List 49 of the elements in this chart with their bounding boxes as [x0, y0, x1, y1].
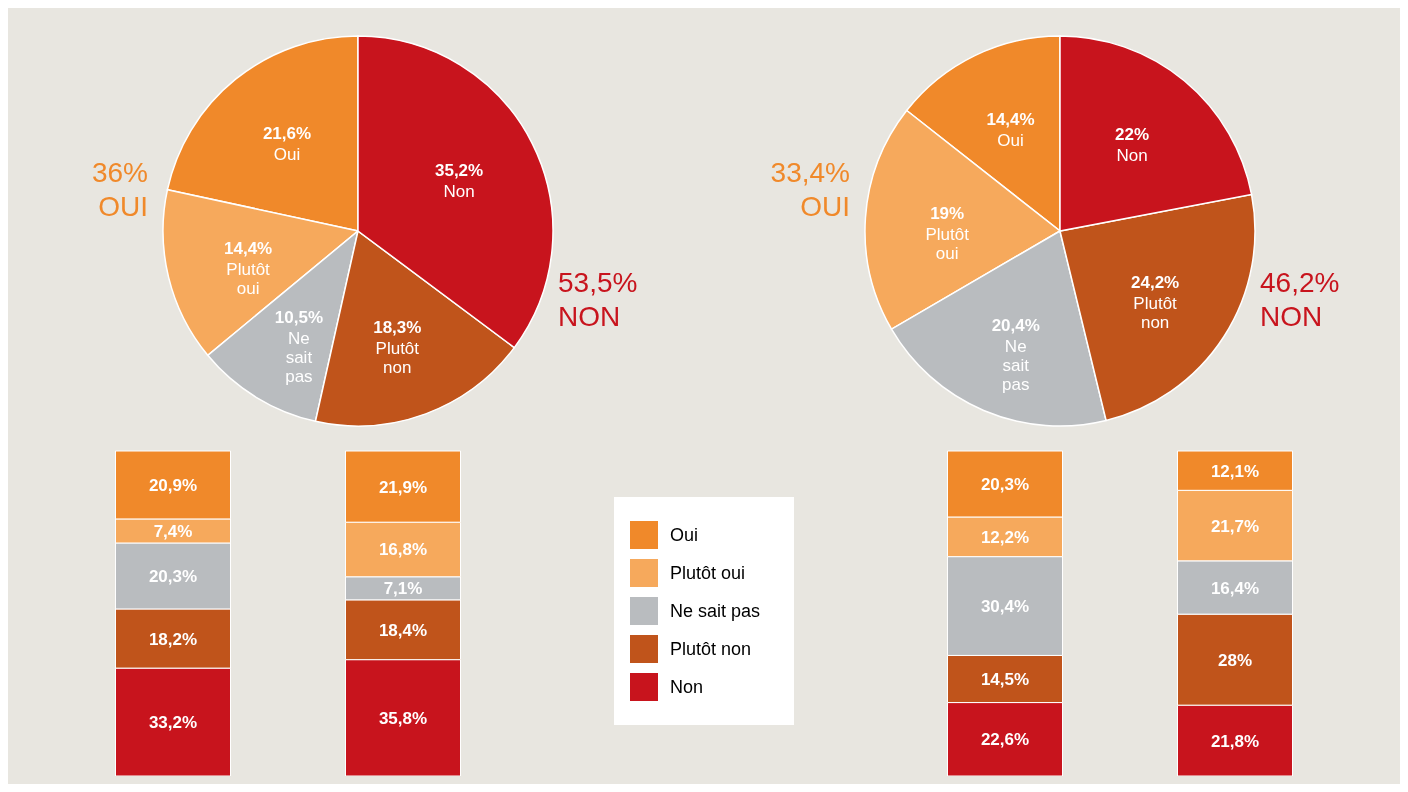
data-label: 21,9% — [378, 477, 428, 497]
data-label: 14,4% — [224, 238, 273, 258]
slice-label: Plutôt non — [375, 339, 420, 378]
data-label: 18,2% — [148, 629, 198, 649]
text: 36% OUI — [90, 156, 148, 224]
slice-label: Plutôt oui — [226, 259, 271, 298]
data-label: 20,4% — [991, 316, 1040, 336]
data-label: 21,6% — [262, 123, 312, 143]
data-label: 21,7% — [1210, 516, 1260, 536]
data-label: 12,2% — [980, 527, 1030, 547]
legend-label: Ne sait pas — [670, 600, 761, 622]
data-label: 12,1% — [1210, 461, 1260, 481]
data-label: 20,9% — [148, 475, 198, 495]
text: 53,5% NON — [558, 266, 639, 334]
data-label: 24,2% — [1131, 273, 1180, 293]
data-label: 19% — [930, 204, 965, 224]
data-label: 22% — [1115, 124, 1150, 144]
slice-label: Oui — [273, 144, 301, 164]
data-label: 28% — [1217, 650, 1253, 670]
slice-label: Ne sait pas — [285, 329, 313, 387]
data-label: 10,5% — [274, 308, 324, 328]
data-label: 7,1% — [383, 579, 423, 599]
legend-label: Oui — [670, 524, 699, 546]
legend-label: Plutôt non — [670, 638, 752, 660]
data-label: 21,8% — [1210, 731, 1260, 751]
data-label: 35,8% — [378, 708, 428, 728]
slice-label: Non — [1116, 145, 1148, 165]
slice-label: Ne sait pas — [1002, 337, 1030, 395]
data-label: 18,4% — [378, 620, 428, 640]
legend-label: Plutôt oui — [670, 562, 746, 584]
data-label: 30,4% — [980, 597, 1030, 617]
data-label: 20,3% — [980, 474, 1030, 494]
data-label: 16,4% — [1210, 578, 1260, 598]
text: 33,4% OUI — [769, 156, 850, 224]
legend-label: Non — [670, 676, 704, 698]
data-label: 14,5% — [980, 669, 1030, 689]
slice-label: Plutôt oui — [925, 225, 970, 264]
data-label: 35,2% — [434, 161, 484, 181]
data-label: 22,6% — [980, 730, 1030, 750]
slice-label: Oui — [997, 131, 1024, 151]
text: 46,2% NON — [1260, 266, 1341, 334]
slice-label: Non — [443, 182, 475, 202]
data-label: 33,2% — [148, 713, 198, 733]
data-label: 16,8% — [378, 540, 428, 560]
data-label: 18,3% — [373, 318, 422, 338]
slice-label: Plutôt non — [1133, 294, 1178, 333]
data-label: 14,4% — [986, 110, 1035, 130]
data-label: 20,3% — [148, 566, 198, 586]
data-label: 7,4% — [153, 521, 193, 541]
